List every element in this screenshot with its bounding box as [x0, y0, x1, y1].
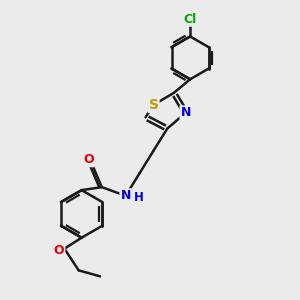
Text: N: N: [181, 106, 191, 119]
Text: N: N: [120, 189, 131, 202]
Text: S: S: [148, 98, 159, 112]
Text: O: O: [54, 244, 64, 257]
Text: Cl: Cl: [184, 13, 197, 26]
Text: H: H: [134, 191, 144, 204]
Text: O: O: [83, 153, 94, 166]
